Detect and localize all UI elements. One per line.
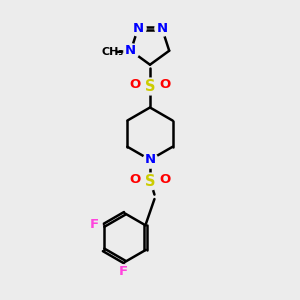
Text: O: O	[129, 173, 140, 186]
Text: CH₃: CH₃	[101, 47, 124, 57]
Text: F: F	[90, 218, 99, 230]
Text: O: O	[129, 78, 140, 91]
Text: F: F	[119, 265, 128, 278]
Text: N: N	[144, 153, 156, 166]
Text: S: S	[145, 79, 155, 94]
Text: O: O	[160, 78, 171, 91]
Text: S: S	[145, 174, 155, 189]
Text: O: O	[160, 173, 171, 186]
Text: N: N	[125, 44, 136, 57]
Text: N: N	[156, 22, 167, 34]
Text: N: N	[133, 22, 144, 34]
